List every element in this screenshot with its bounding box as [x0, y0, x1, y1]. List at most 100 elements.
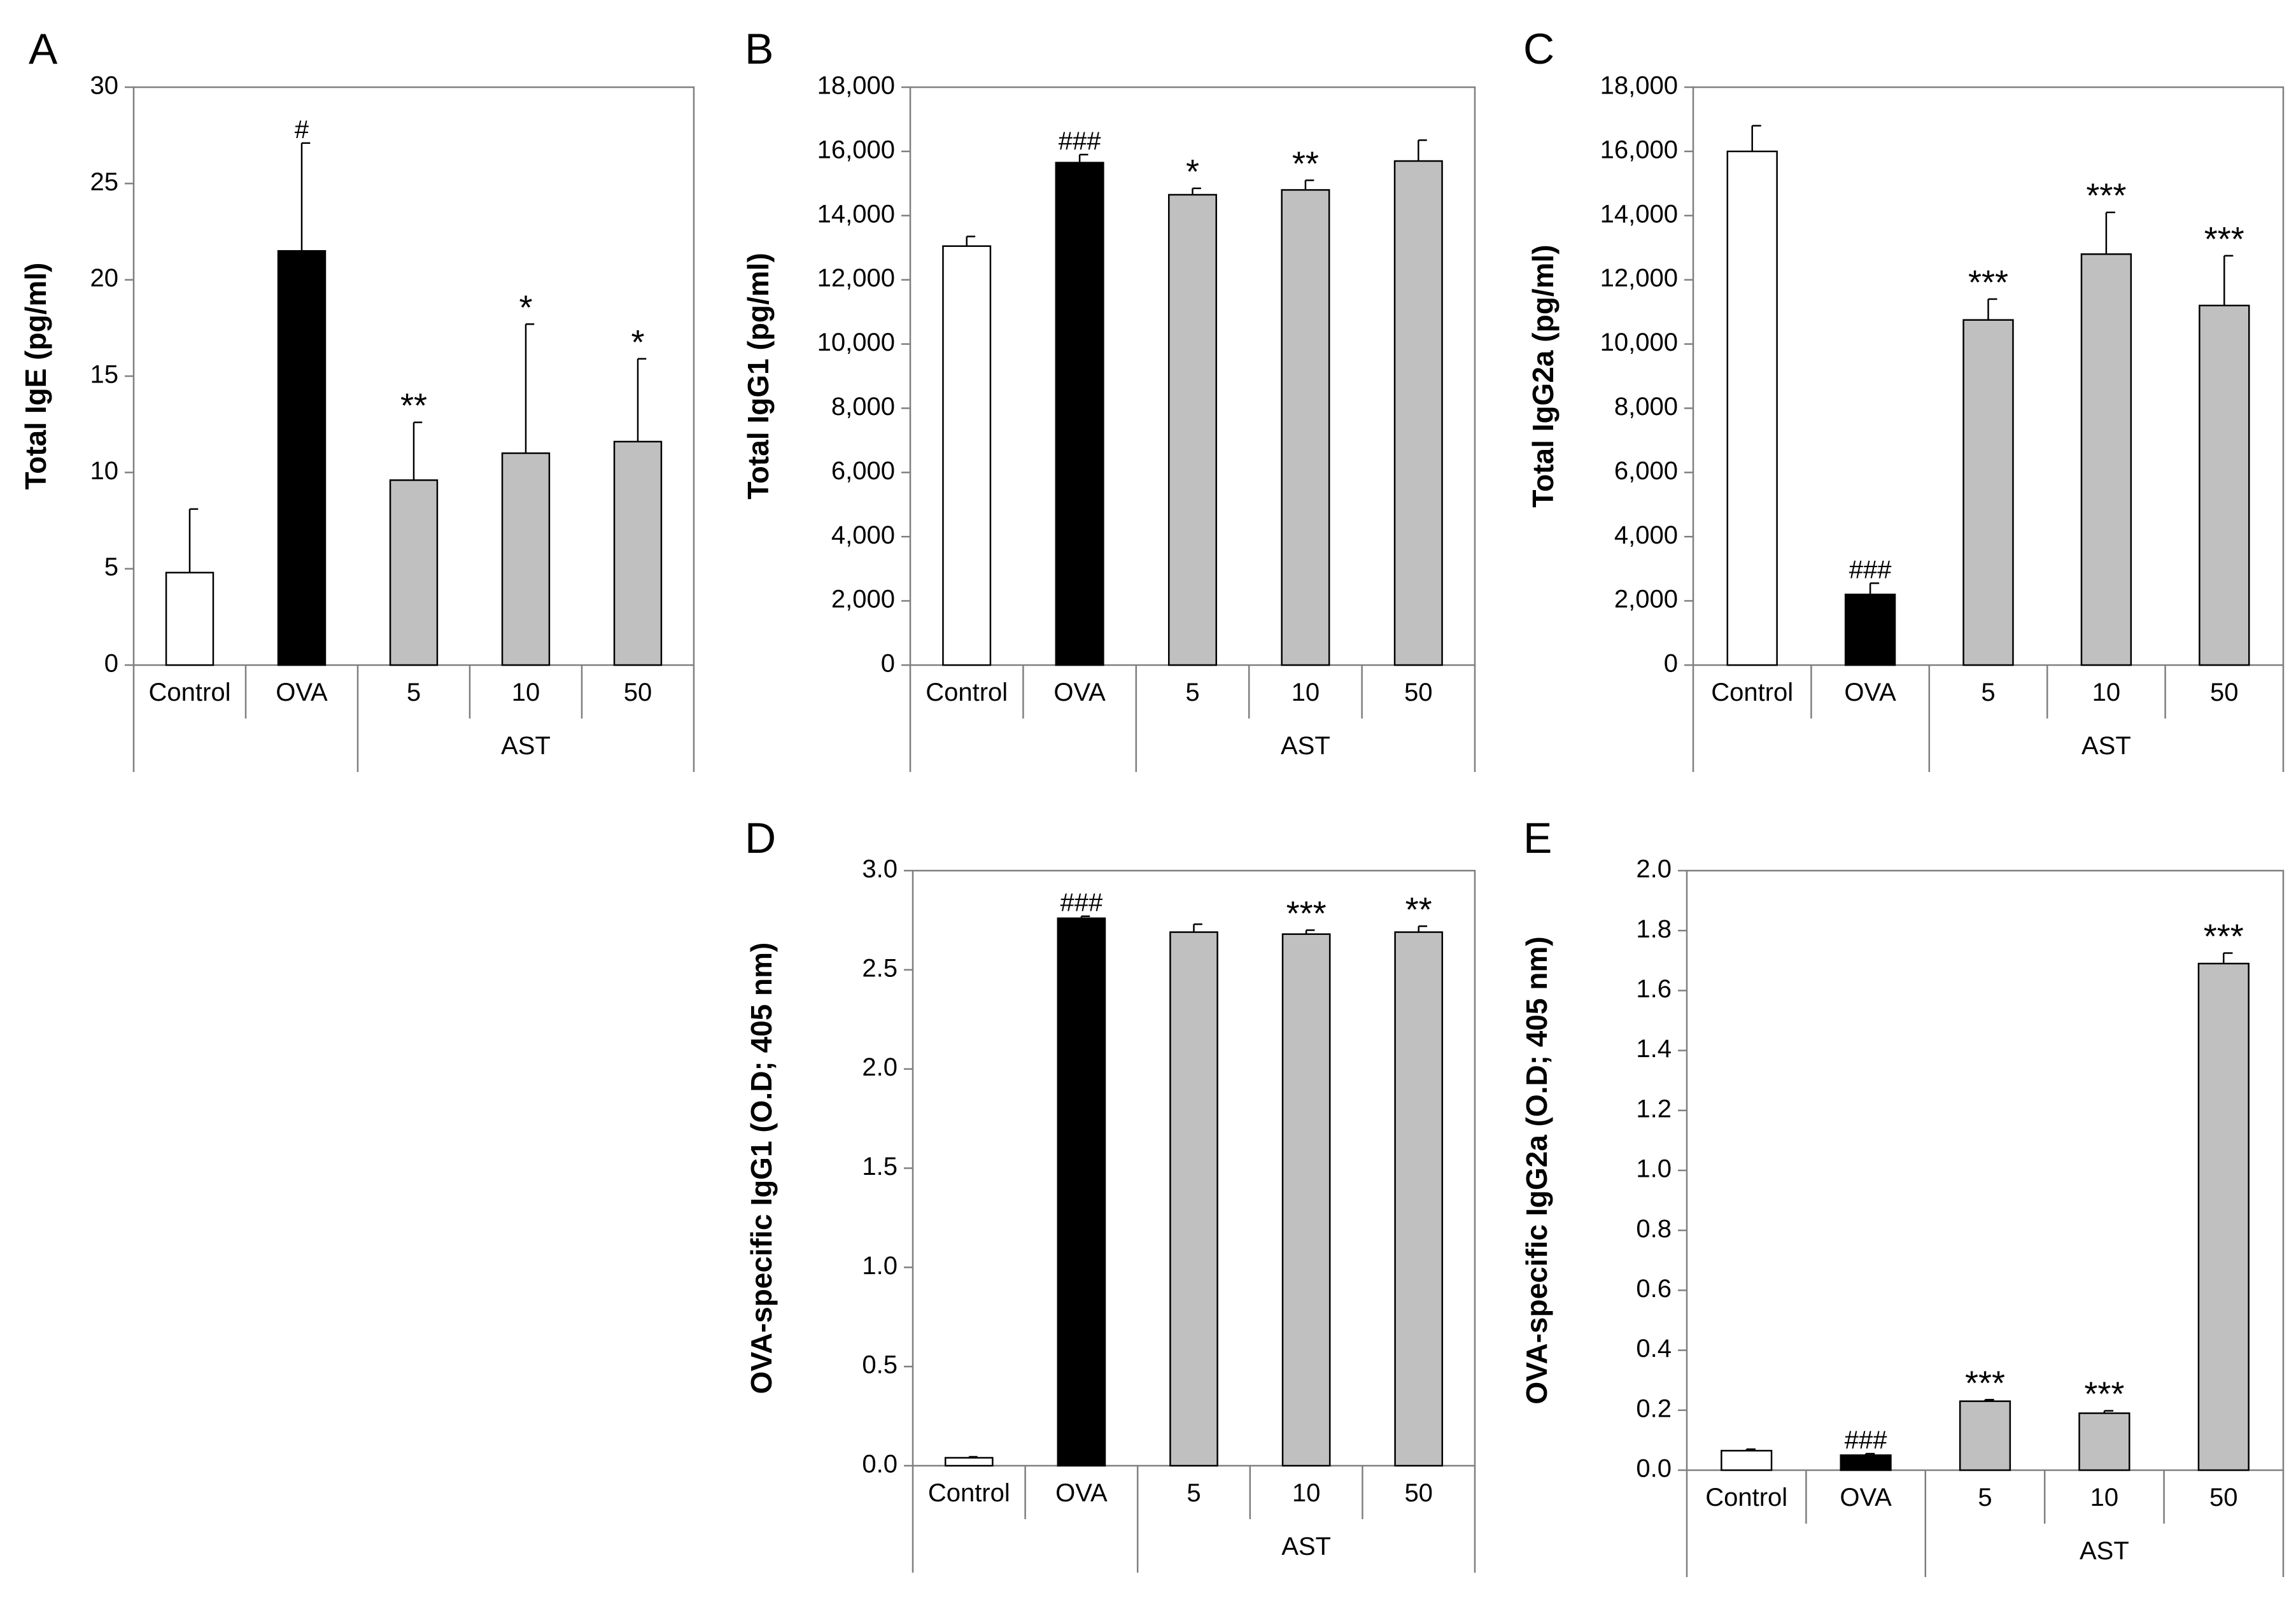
category-label: Control [926, 678, 1008, 706]
y-tick-label: 0 [881, 650, 895, 678]
category-label: 10 [2092, 678, 2121, 706]
category-label: Control [928, 1479, 1010, 1507]
bar-control [165, 572, 215, 666]
y-tick-label: 1.8 [1636, 915, 1672, 943]
bar-5 [1169, 931, 1218, 1467]
bar-50 [2197, 962, 2250, 1471]
y-tick-label: 10,000 [1600, 328, 1678, 356]
bar-10 [1281, 933, 1331, 1467]
y-tick-label: 25 [90, 168, 119, 196]
bar-10 [501, 452, 551, 666]
significance-marker: * [1186, 153, 1199, 191]
significance-marker: *** [1965, 1364, 2005, 1402]
significance-marker: ### [1059, 127, 1101, 155]
category-label: 50 [2209, 1484, 2238, 1512]
y-tick-label: 15 [90, 361, 119, 389]
y-tick-label: 14,000 [1600, 200, 1678, 228]
y-tick-label: 0.0 [1636, 1455, 1672, 1483]
significance-marker: ### [1845, 1426, 1887, 1454]
significance-marker: *** [1968, 263, 2008, 302]
panel-D: D OVA-specific IgG1 (O.D; 405 nm) 0.0 0.5 1.… [745, 814, 1476, 1573]
category-label: Control [1711, 678, 1793, 706]
y-tick-label: 1.2 [1636, 1095, 1672, 1123]
category-label: OVA [1053, 678, 1106, 706]
category-label: 50 [624, 678, 652, 706]
category-label: 5 [1978, 1484, 1992, 1512]
category-label: 10 [1292, 678, 1320, 706]
bar-ova [277, 250, 327, 666]
y-tick-label: 3.0 [862, 855, 898, 883]
y-tick-label: 2.5 [862, 954, 898, 982]
category-label: 10 [1292, 1479, 1321, 1507]
bar-5 [1959, 1400, 2011, 1471]
bar-10 [2078, 1412, 2130, 1471]
bar-5 [1167, 193, 1218, 666]
significance-marker: ** [400, 387, 427, 425]
y-tick-label: 16,000 [1600, 136, 1678, 164]
y-tick-label: 10,000 [817, 328, 895, 356]
significance-marker: ** [1292, 144, 1319, 183]
y-tick-label: 8,000 [1614, 393, 1678, 421]
y-axis-label: Total IgG2a (pg/ml) [1526, 244, 1560, 507]
significance-marker: *** [2086, 177, 2126, 215]
category-label: 50 [2210, 678, 2239, 706]
significance-marker: *** [1286, 895, 1327, 933]
y-tick-label: 18,000 [817, 72, 895, 100]
y-tick-label: 0.6 [1636, 1275, 1672, 1303]
y-tick-label: 14,000 [817, 200, 895, 228]
bar-ova [1057, 917, 1106, 1467]
panel-E: E OVA-specific IgG2a (O.D; 405 nm) 0.0 0.2 0… [1520, 814, 2285, 1577]
y-tick-label: 0.4 [1636, 1335, 1672, 1363]
y-tick-label: 2.0 [862, 1053, 898, 1081]
y-tick-label: 0.5 [862, 1351, 898, 1379]
significance-marker: *** [2084, 1375, 2124, 1414]
significance-marker: # [295, 116, 309, 144]
panel-label: E [1523, 814, 1552, 862]
bar-control [1726, 150, 1778, 666]
y-tick-label: 30 [90, 72, 119, 100]
category-label: OVA [1055, 1479, 1108, 1507]
y-tick-label: 10 [90, 457, 119, 485]
bar-5 [389, 479, 439, 666]
bar-50 [613, 440, 663, 666]
group-label: AST [1281, 1533, 1331, 1561]
category-label: Control [1705, 1484, 1787, 1512]
group-label: AST [501, 732, 551, 760]
y-tick-label: 1.5 [862, 1153, 898, 1181]
y-tick-label: 16,000 [817, 136, 895, 164]
y-tick-label: 0 [1664, 650, 1678, 678]
category-label: OVA [1840, 1484, 1892, 1512]
y-axis-label: OVA-specific IgG2a (O.D; 405 nm) [1520, 936, 1553, 1404]
significance-marker: ### [1849, 556, 1892, 584]
significance-marker: ### [1060, 889, 1103, 917]
y-tick-label: 1.0 [862, 1252, 898, 1280]
bar-ova [1055, 162, 1104, 666]
y-tick-label: 6,000 [1614, 457, 1678, 485]
y-axis-label: OVA-specific IgG1 (O.D; 405 nm) [745, 943, 778, 1394]
y-axis-label: Total IgG1 (pg/ml) [742, 253, 775, 500]
y-tick-label: 0.2 [1636, 1394, 1672, 1422]
y-tick-label: 18,000 [1600, 72, 1678, 100]
category-label: 5 [1185, 678, 1199, 706]
y-tick-label: 12,000 [817, 264, 895, 292]
category-label: 5 [407, 678, 421, 706]
bar-50 [2199, 304, 2250, 666]
bar-control [942, 245, 992, 666]
category-label: 5 [1187, 1479, 1201, 1507]
y-tick-label: 2.0 [1636, 855, 1672, 883]
y-tick-label: 2,000 [1614, 586, 1678, 614]
category-label: 5 [1981, 678, 1995, 706]
bar-5 [1962, 319, 2014, 666]
y-tick-label: 8,000 [831, 393, 895, 421]
significance-marker: *** [2204, 918, 2244, 956]
y-tick-label: 6,000 [831, 457, 895, 485]
y-tick-label: 12,000 [1600, 264, 1678, 292]
category-label: OVA [1844, 678, 1896, 706]
y-tick-label: 4,000 [1614, 521, 1678, 549]
category-label: 50 [1404, 678, 1433, 706]
y-tick-label: 20 [90, 264, 119, 292]
panel-label: C [1523, 25, 1554, 73]
group-label: AST [2081, 732, 2131, 760]
panel-C: C Total IgG2a (pg/ml) 0 2,000 4,000 6,000 8,00… [1523, 25, 2285, 772]
